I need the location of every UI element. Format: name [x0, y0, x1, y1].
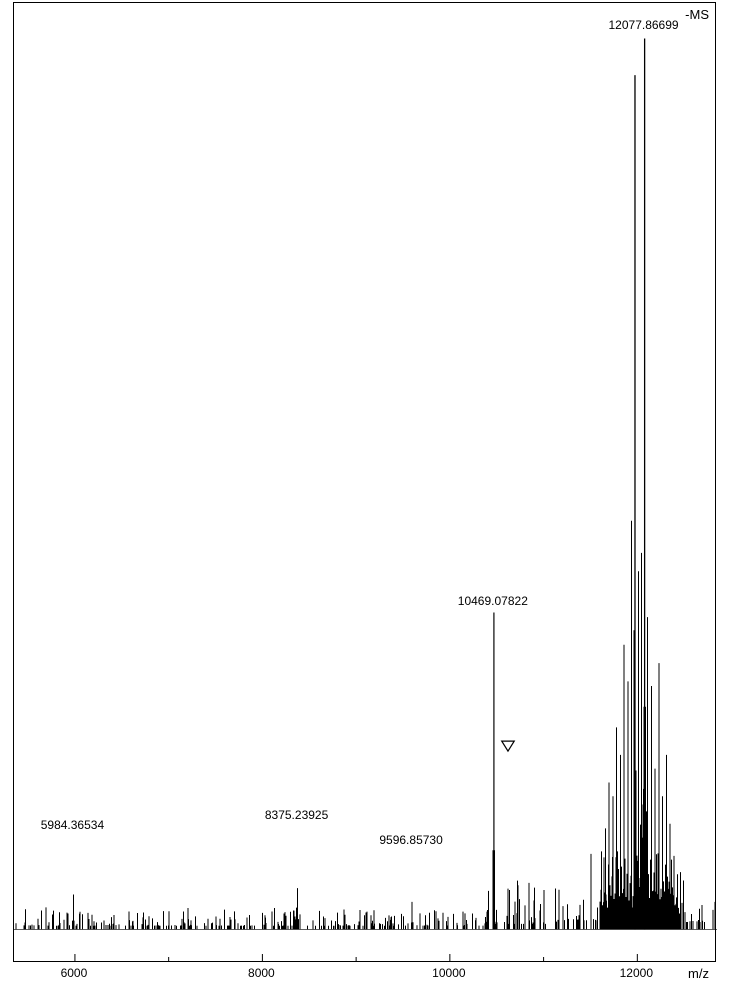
marker-triangle-icon: [502, 741, 515, 751]
peak-label: 12077.86699: [608, 18, 678, 32]
xaxis-label: m/z: [688, 966, 709, 981]
xaxis-tick-label: 6000: [61, 966, 88, 980]
plot-area: -MS: [13, 2, 716, 962]
peak-label: 8375.23925: [265, 808, 328, 822]
xaxis-tick-label: 10000: [432, 966, 465, 980]
mass-spectrum-chart: -MS m/z 6000 8000 10000 12000 5984.36534 8375…: [0, 0, 729, 1000]
peak-label: 9596.85730: [379, 833, 442, 847]
peak-label: 10469.07822: [458, 594, 528, 608]
xaxis-tick-label: 12000: [620, 966, 653, 980]
spectrum-svg: [14, 3, 717, 963]
xaxis-tick-label: 8000: [248, 966, 275, 980]
mode-label: -MS: [685, 7, 709, 22]
peak-label: 5984.36534: [41, 818, 104, 832]
